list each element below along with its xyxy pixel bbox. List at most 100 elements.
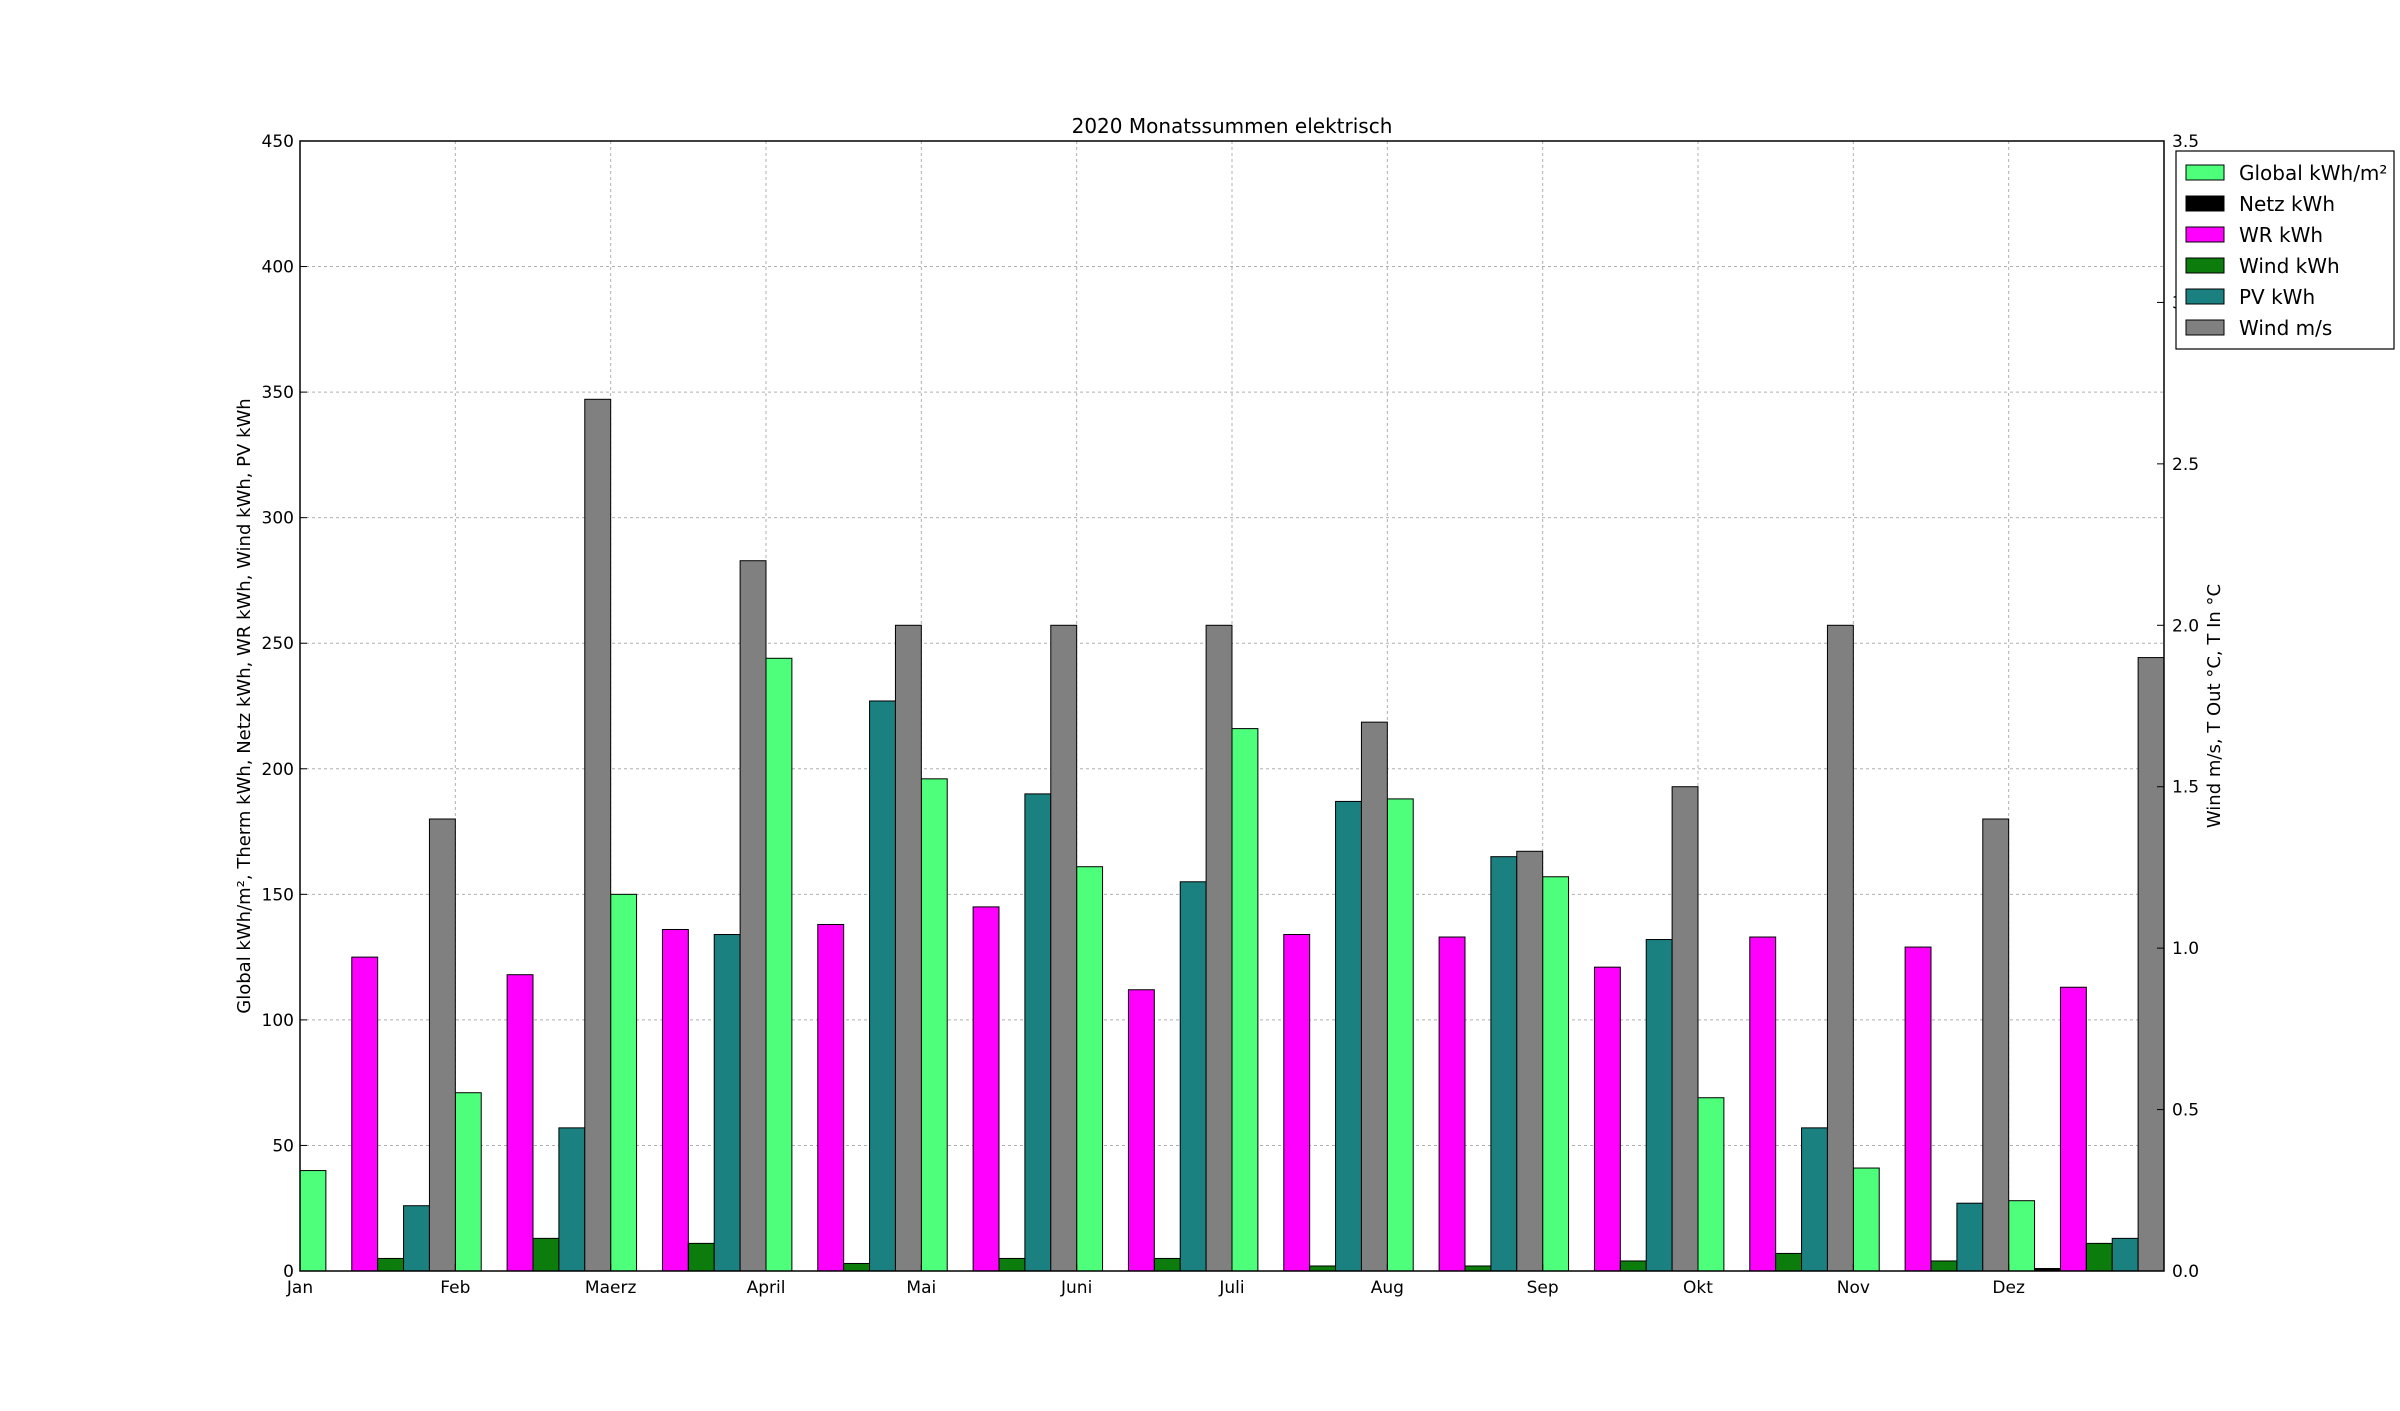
legend-swatch: [2185, 288, 2225, 305]
bar-wr-kwh-april: [817, 923, 845, 1272]
x-tick-label: Feb: [440, 1278, 470, 1298]
bar-pv-kwh-mai: [1024, 793, 1052, 1272]
x-tick-label: Sep: [1527, 1278, 1559, 1298]
bar-wind-kwh-dez: [2085, 1242, 2113, 1272]
bar-wind-kwh-sep: [1619, 1260, 1647, 1272]
bar-pv-kwh-aug: [1490, 856, 1518, 1272]
bar-wind-m-s-jan: [428, 818, 456, 1272]
bar-global-kwh-m--feb: [454, 1092, 482, 1272]
ticks: Jan Feb Maerz April Mai Juni Juli Aug Sep Okt Nov D…: [262, 132, 2200, 1298]
bar-pv-kwh-april: [869, 700, 896, 1272]
bar-pv-kwh-juni: [1179, 881, 1207, 1272]
y-tick-label-left: 200: [262, 760, 294, 780]
legend-label: Netz kWh: [2239, 192, 2335, 216]
bar-wind-m-s-aug: [1516, 850, 1544, 1272]
bar-wind-kwh-juli: [1309, 1265, 1337, 1272]
x-tick-label: Okt: [1683, 1278, 1713, 1298]
legend-label: Wind m/s: [2239, 316, 2332, 340]
bar-wind-kwh-juni: [1153, 1257, 1181, 1272]
x-tick-label: Aug: [1371, 1278, 1404, 1298]
legend: Global kWh/m² Netz kWh WR kWh Wind kWh PV kW…: [2175, 150, 2395, 350]
y-tick-label-left: 350: [262, 383, 294, 403]
y-tick-label-left: 50: [272, 1136, 294, 1156]
legend-label: Global kWh/m²: [2239, 161, 2387, 185]
bars: [299, 398, 2165, 1272]
legend-label: Wind kWh: [2239, 254, 2340, 278]
bar-pv-kwh-sep: [1645, 939, 1673, 1272]
bar-global-kwh-m--juli: [1231, 728, 1259, 1272]
x-tick-label: Dez: [1992, 1278, 2025, 1298]
bar-wind-kwh-april: [843, 1262, 871, 1272]
bar-pv-kwh-juli: [1335, 800, 1362, 1272]
bar-global-kwh-m--sep: [1542, 876, 1570, 1272]
x-tick-label: Maerz: [585, 1278, 637, 1298]
bar-wr-kwh-okt: [1749, 936, 1777, 1272]
legend-label: PV kWh: [2239, 285, 2315, 309]
bar-wr-kwh-feb: [506, 974, 534, 1272]
bar-wind-m-s-maerz: [739, 560, 767, 1272]
legend-swatch: [2185, 226, 2225, 243]
y-tick-label-left: 450: [262, 132, 294, 152]
chart-title: 2020 Monatssummen elektrisch: [1072, 114, 1393, 138]
bar-wind-kwh-feb: [532, 1237, 560, 1272]
bar-global-kwh-m--april: [765, 657, 793, 1272]
y-tick-label-right: 0.5: [2172, 1101, 2199, 1121]
x-tick-label: April: [747, 1278, 786, 1298]
bar-wr-kwh-nov: [1904, 946, 1932, 1272]
legend-swatch: [2185, 319, 2225, 336]
y-tick-label-left: 0: [283, 1262, 294, 1282]
bar-wr-kwh-maerz: [661, 928, 689, 1272]
bar-global-kwh-m--aug: [1386, 798, 1414, 1272]
bar-wind-m-s-april: [894, 624, 922, 1272]
bar-pv-kwh-jan: [403, 1205, 430, 1272]
y-tick-label-left: 250: [262, 634, 294, 654]
y-tick-label-right: 2.5: [2172, 455, 2199, 475]
y-tick-label-left: 100: [262, 1011, 294, 1031]
y-tick-label-right: 2.0: [2172, 616, 2199, 636]
bar-wind-m-s-okt: [1826, 624, 1854, 1272]
x-tick-label: Juni: [1060, 1278, 1092, 1298]
legend-swatch: [2185, 195, 2225, 212]
x-tick-label: Juli: [1218, 1278, 1244, 1298]
bar-wind-kwh-nov: [1930, 1260, 1958, 1272]
bar-wr-kwh-dez: [2059, 986, 2087, 1272]
bar-pv-kwh-nov: [1956, 1202, 1984, 1272]
legend-label: WR kWh: [2239, 223, 2323, 247]
y-axis-label-left: Global kWh/m², Therm kWh, Netz kWh, WR k…: [234, 398, 255, 1013]
bar-global-kwh-m--nov: [1852, 1167, 1880, 1272]
y-tick-label-right: 0.0: [2172, 1262, 2199, 1282]
legend-swatch: [2185, 257, 2225, 274]
bar-wind-m-s-feb: [584, 398, 612, 1272]
bar-wr-kwh-mai: [972, 906, 1000, 1272]
bar-pv-kwh-dez: [2111, 1237, 2139, 1272]
bar-wind-kwh-okt: [1775, 1252, 1803, 1272]
y-tick-label-left: 300: [262, 509, 294, 529]
bar-wind-kwh-aug: [1464, 1265, 1492, 1272]
x-tick-label: Mai: [906, 1278, 936, 1298]
y-tick-label-left: 150: [262, 885, 294, 905]
bar-wr-kwh-sep: [1593, 966, 1621, 1272]
bar-wind-m-s-mai: [1050, 624, 1078, 1272]
bar-wind-m-s-juli: [1360, 721, 1388, 1272]
y-tick-label-left: 400: [262, 258, 294, 278]
y-tick-label-right: 1.0: [2172, 939, 2199, 959]
bar-wr-kwh-jan: [351, 956, 379, 1272]
y-axis-label-right: Wind m/s, T Out °C, T In °C: [2204, 584, 2225, 828]
bar-global-kwh-m--maerz: [610, 893, 638, 1272]
legend-box: [2175, 150, 2395, 350]
y-tick-label-right: 3.5: [2172, 132, 2199, 152]
y-tick-label-right: 1.5: [2172, 778, 2199, 798]
bar-wind-m-s-dez: [2137, 657, 2165, 1272]
legend-swatch: [2185, 164, 2225, 181]
bar-wind-m-s-nov: [1982, 818, 2010, 1272]
bar-wr-kwh-juli: [1283, 934, 1311, 1272]
bar-global-kwh-m--mai: [920, 778, 948, 1272]
bar-pv-kwh-feb: [558, 1127, 586, 1272]
bar-global-kwh-m--okt: [1697, 1097, 1725, 1272]
bar-pv-kwh-maerz: [713, 934, 741, 1272]
bar-global-kwh-m--dez: [2008, 1200, 2036, 1272]
bar-wind-kwh-mai: [998, 1257, 1026, 1272]
bar-pv-kwh-okt: [1801, 1127, 1828, 1272]
bar-wr-kwh-juni: [1127, 989, 1155, 1272]
